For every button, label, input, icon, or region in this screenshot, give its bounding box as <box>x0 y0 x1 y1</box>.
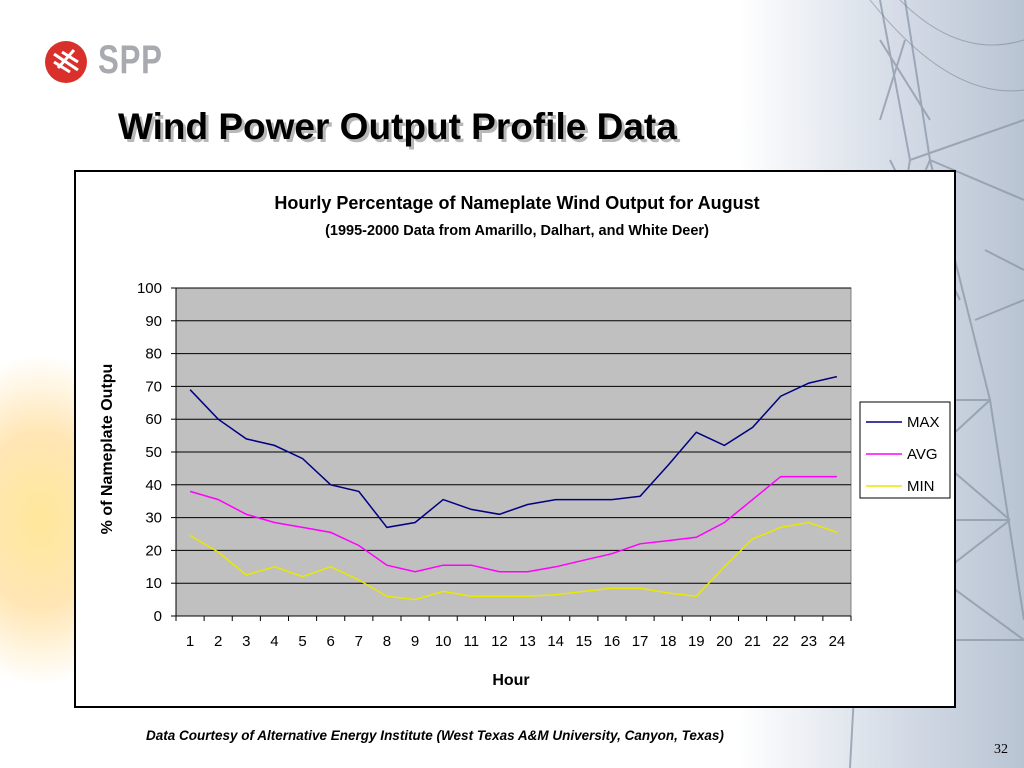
x-tick-label: 23 <box>800 633 817 650</box>
series-line-min <box>189 521 838 601</box>
x-tick-label: 6 <box>327 633 335 650</box>
x-tick-label: 24 <box>829 633 846 650</box>
legend-label-avg: AVG <box>907 446 938 463</box>
x-tick-label: 17 <box>632 633 649 650</box>
x-tick-label: 2 <box>214 633 222 650</box>
y-axis-label: % of Nameplate Outpu <box>99 364 116 535</box>
chart-container: Hourly Percentage of Nameplate Wind Outp… <box>74 170 956 708</box>
x-tick-label: 7 <box>355 633 363 650</box>
x-tick-label: 19 <box>688 633 705 650</box>
data-credit-footer: Data Courtesy of Alternative Energy Inst… <box>146 728 724 743</box>
y-tick-label: 40 <box>145 477 162 494</box>
line-chart: Hourly Percentage of Nameplate Wind Outp… <box>99 193 951 689</box>
legend-label-max: MAX <box>907 414 940 431</box>
y-tick-label: 10 <box>145 575 162 592</box>
y-tick-label: 70 <box>145 378 162 395</box>
x-tick-label: 20 <box>716 633 733 650</box>
legend: MAX AVG MIN <box>859 401 951 499</box>
x-tick-label: 13 <box>519 633 536 650</box>
y-tick-label: 0 <box>154 608 162 625</box>
series-line-max <box>189 375 838 529</box>
slide-title: Wind Power Output Profile Data <box>118 106 677 147</box>
x-tick-label: 1 <box>186 633 194 650</box>
x-tick-label: 3 <box>242 633 250 650</box>
y-tick-label: 20 <box>145 542 162 559</box>
spp-logo-icon <box>45 41 87 83</box>
chart-subtitle: (1995-2000 Data from Amarillo, Dalhart, … <box>325 223 709 239</box>
x-tick-label: 14 <box>547 633 564 650</box>
x-tick-label: 11 <box>464 633 480 650</box>
x-tick-label: 8 <box>383 633 391 650</box>
y-tick-label: 30 <box>145 510 162 527</box>
x-tick-label: 12 <box>491 633 508 650</box>
chart-title: Hourly Percentage of Nameplate Wind Outp… <box>274 193 759 213</box>
x-tick-label: 22 <box>772 633 789 650</box>
legend-label-min: MIN <box>907 478 935 495</box>
x-axis-label: Hour <box>492 672 529 689</box>
x-tick-label: 16 <box>604 633 621 650</box>
y-tick-label: 90 <box>145 313 162 330</box>
x-tick-label: 10 <box>435 633 452 650</box>
page-number: 32 <box>994 742 1008 757</box>
x-tick-label: 5 <box>298 633 306 650</box>
x-tick-label: 4 <box>270 633 278 650</box>
x-tick-label: 15 <box>575 633 592 650</box>
y-tick-label: 50 <box>145 444 162 461</box>
x-tick-label: 21 <box>744 633 761 650</box>
x-tick-label: 18 <box>660 633 677 650</box>
x-tick-label: 9 <box>411 633 419 650</box>
series-line-avg <box>189 475 837 573</box>
legend-box <box>859 401 951 499</box>
y-tick-label: 80 <box>145 346 162 363</box>
logo-text: SPP <box>98 38 163 82</box>
y-tick-label: 60 <box>145 411 162 428</box>
y-tick-label: 100 <box>137 280 162 297</box>
